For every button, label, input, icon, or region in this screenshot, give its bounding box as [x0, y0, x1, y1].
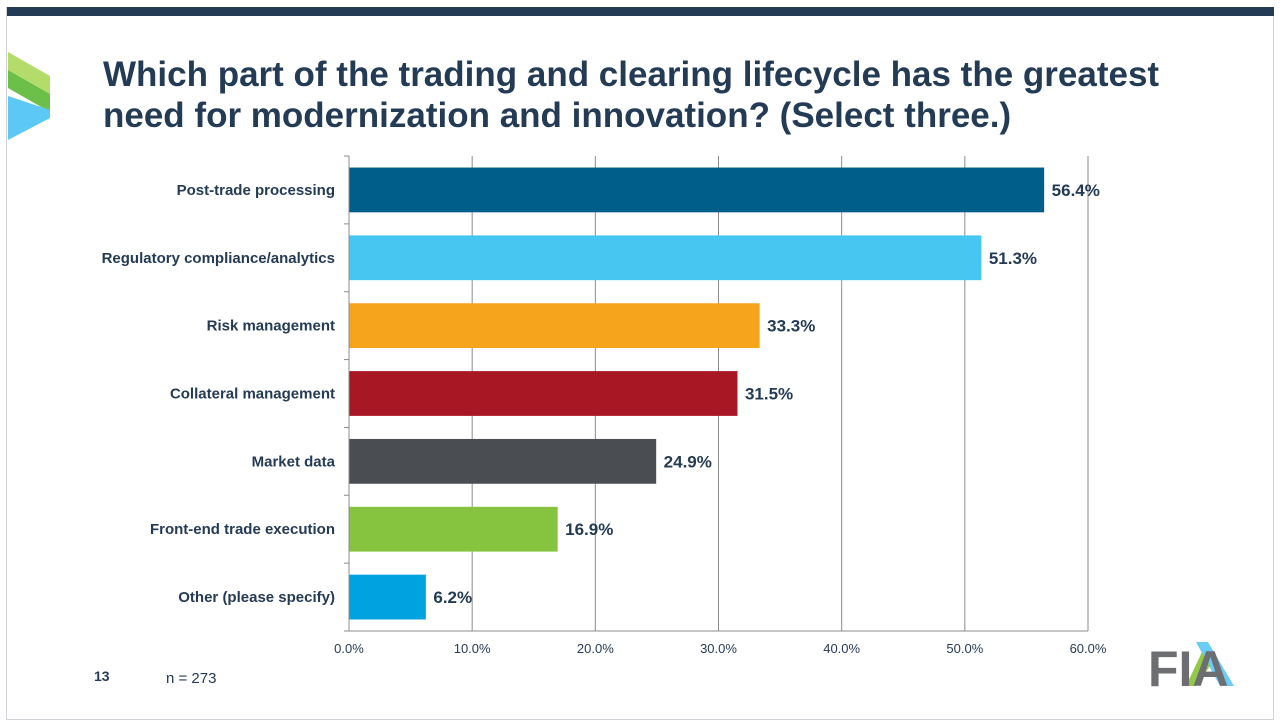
x-tick-label: 20.0% [577, 641, 614, 656]
fia-logo-text: FIA [1148, 642, 1229, 688]
bar [349, 506, 558, 552]
category-label: Regulatory compliance/analytics [102, 250, 335, 267]
data-label: 16.9% [565, 520, 613, 539]
top-accent-bar [7, 7, 1274, 16]
data-label: 51.3% [989, 249, 1037, 268]
bar [349, 303, 760, 349]
data-label: 33.3% [767, 317, 815, 336]
category-label: Front-end trade execution [150, 521, 335, 538]
bar [349, 167, 1045, 213]
category-label: Collateral management [170, 386, 335, 403]
page-title: Which part of the trading and clearing l… [103, 55, 1160, 135]
data-label: 24.9% [664, 452, 712, 471]
category-label: Risk management [207, 318, 335, 335]
x-tick-label: 60.0% [1070, 641, 1107, 656]
bar [349, 371, 738, 416]
data-label: 56.4% [1052, 181, 1100, 200]
slide-number: 13 [94, 668, 110, 684]
x-tick-label: 50.0% [946, 641, 983, 656]
sample-size-note: n = 273 [166, 670, 217, 687]
x-tick-label: 40.0% [823, 641, 860, 656]
bar [349, 574, 426, 620]
category-label: Other (please specify) [178, 589, 335, 606]
data-label: 6.2% [433, 588, 472, 607]
chevron-logo-icon [8, 52, 50, 140]
bar [349, 438, 657, 484]
category-label: Market data [252, 453, 336, 470]
bar [349, 235, 982, 281]
x-tick-label: 0.0% [334, 641, 364, 656]
x-tick-label: 30.0% [700, 641, 737, 656]
data-label: 31.5% [745, 385, 793, 404]
x-tick-label: 10.0% [454, 641, 491, 656]
fia-logo-icon: FIA [1148, 642, 1234, 688]
category-label: Post-trade processing [177, 182, 335, 199]
